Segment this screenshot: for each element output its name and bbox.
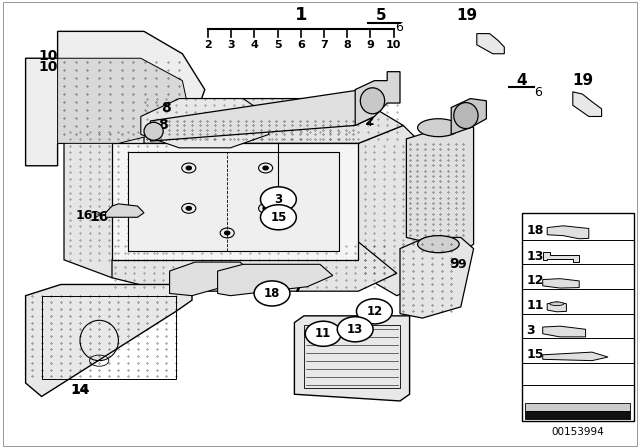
Text: 16: 16 bbox=[76, 208, 93, 222]
Text: 2: 2 bbox=[365, 114, 375, 128]
Text: 3: 3 bbox=[275, 193, 282, 206]
Bar bbox=[522, 213, 634, 421]
Polygon shape bbox=[26, 31, 205, 166]
Polygon shape bbox=[543, 326, 586, 337]
Bar bbox=[525, 403, 630, 411]
Bar bbox=[525, 411, 630, 419]
Polygon shape bbox=[112, 143, 358, 260]
Circle shape bbox=[254, 281, 290, 306]
Text: 14: 14 bbox=[71, 383, 89, 396]
Text: 4: 4 bbox=[250, 40, 259, 50]
Text: 19: 19 bbox=[456, 8, 478, 23]
Text: 18: 18 bbox=[264, 287, 280, 300]
Text: 14: 14 bbox=[70, 383, 90, 397]
Text: 1: 1 bbox=[294, 6, 307, 24]
Text: 19: 19 bbox=[572, 73, 593, 88]
Text: 5: 5 bbox=[376, 8, 386, 23]
Polygon shape bbox=[543, 279, 579, 288]
Circle shape bbox=[260, 205, 296, 230]
Text: 13: 13 bbox=[526, 250, 543, 263]
Ellipse shape bbox=[144, 122, 163, 140]
Circle shape bbox=[263, 207, 268, 210]
Text: 3: 3 bbox=[227, 40, 235, 50]
Text: 7: 7 bbox=[293, 282, 302, 296]
Text: 16: 16 bbox=[90, 210, 109, 224]
Text: 10: 10 bbox=[38, 49, 58, 63]
Text: 8: 8 bbox=[343, 40, 351, 50]
Polygon shape bbox=[358, 125, 435, 296]
Polygon shape bbox=[400, 237, 474, 318]
Polygon shape bbox=[573, 92, 602, 116]
Circle shape bbox=[356, 299, 392, 324]
Text: 17: 17 bbox=[177, 280, 195, 293]
Polygon shape bbox=[451, 99, 486, 134]
Circle shape bbox=[305, 321, 341, 346]
Ellipse shape bbox=[360, 88, 385, 114]
Ellipse shape bbox=[550, 302, 564, 306]
Circle shape bbox=[186, 166, 191, 170]
Ellipse shape bbox=[418, 236, 460, 253]
Polygon shape bbox=[355, 72, 400, 125]
Polygon shape bbox=[543, 352, 608, 361]
Text: 9: 9 bbox=[458, 258, 466, 271]
Polygon shape bbox=[406, 121, 474, 251]
Text: 3: 3 bbox=[526, 323, 534, 337]
Ellipse shape bbox=[454, 103, 478, 129]
Circle shape bbox=[263, 166, 268, 170]
Polygon shape bbox=[547, 226, 589, 239]
Polygon shape bbox=[106, 204, 144, 217]
Text: 8: 8 bbox=[158, 118, 168, 133]
Text: 15: 15 bbox=[270, 211, 287, 224]
Text: 6: 6 bbox=[297, 40, 305, 50]
Polygon shape bbox=[477, 34, 504, 54]
Text: 11: 11 bbox=[315, 327, 332, 340]
Text: 13: 13 bbox=[347, 323, 364, 336]
Text: 15: 15 bbox=[526, 348, 543, 362]
Text: 6: 6 bbox=[395, 21, 403, 34]
Text: 9: 9 bbox=[449, 257, 460, 271]
Text: 00153994: 00153994 bbox=[551, 427, 604, 437]
Text: 18: 18 bbox=[526, 224, 543, 237]
Polygon shape bbox=[141, 99, 269, 148]
Text: 17: 17 bbox=[176, 277, 195, 292]
Polygon shape bbox=[144, 99, 403, 143]
Text: 7: 7 bbox=[292, 280, 303, 294]
Polygon shape bbox=[547, 302, 566, 312]
Polygon shape bbox=[26, 284, 192, 396]
Polygon shape bbox=[58, 58, 192, 143]
Text: 12: 12 bbox=[366, 305, 383, 318]
Polygon shape bbox=[150, 90, 374, 141]
Text: 2: 2 bbox=[204, 40, 212, 50]
Polygon shape bbox=[294, 316, 410, 401]
Text: 9: 9 bbox=[367, 40, 374, 50]
Polygon shape bbox=[112, 237, 397, 291]
Text: 5: 5 bbox=[274, 40, 282, 50]
Text: 8: 8 bbox=[161, 100, 172, 115]
Circle shape bbox=[260, 187, 296, 212]
Text: 7: 7 bbox=[320, 40, 328, 50]
Text: 10: 10 bbox=[38, 60, 58, 74]
Circle shape bbox=[186, 207, 191, 210]
Text: 12: 12 bbox=[526, 274, 543, 288]
Polygon shape bbox=[64, 121, 186, 278]
Text: 11: 11 bbox=[526, 299, 543, 312]
Polygon shape bbox=[218, 264, 333, 296]
Circle shape bbox=[225, 231, 230, 235]
Text: 6: 6 bbox=[534, 86, 541, 99]
Text: 10: 10 bbox=[386, 40, 401, 50]
Text: 4: 4 bbox=[516, 73, 527, 88]
Polygon shape bbox=[543, 252, 579, 262]
Ellipse shape bbox=[418, 119, 460, 137]
Polygon shape bbox=[128, 152, 339, 251]
Polygon shape bbox=[170, 262, 253, 296]
Circle shape bbox=[337, 317, 373, 342]
